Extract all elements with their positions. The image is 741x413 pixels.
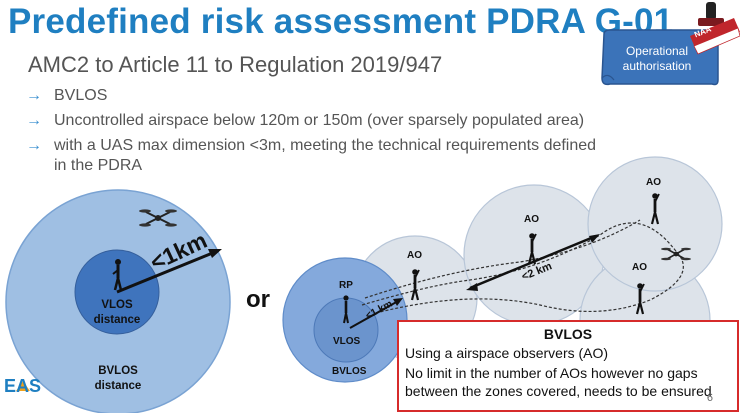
easa-logo-icon (16, 381, 30, 391)
info-box-line-observers: Using a airspace observers (AO) (405, 345, 609, 361)
rp-label: RP (339, 280, 353, 291)
stamp-icon (690, 2, 740, 55)
bvlos-distance-label: BVLOS distance (94, 365, 142, 392)
ao-zone-circle-3 (587, 156, 723, 292)
ao-label: AO (632, 262, 647, 273)
observer-icon-2 (527, 233, 537, 265)
arrow-icon: → (26, 112, 42, 129)
easa-logo-text: EAS (4, 376, 42, 396)
bullet-item-airspace: → Uncontrolled airspace below 120m or 15… (26, 111, 606, 131)
drone-icon (661, 247, 691, 261)
bvlos-info-box: BVLOS Using a airspace observers (AO) No… (397, 320, 739, 412)
bullet-text: Uncontrolled airspace below 120m or 150m… (54, 112, 585, 129)
info-box-title: BVLOS (543, 326, 593, 342)
rp-bvlos-label: BVLOS (332, 366, 367, 377)
certificate-scroll-icon (601, 29, 719, 86)
drone-icon (139, 209, 177, 227)
pilot-icon (112, 259, 123, 291)
remote-pilot-icon (343, 295, 349, 324)
arrow-icon: → (26, 137, 42, 154)
arrow-icon: → (26, 87, 42, 104)
or-separator: or (246, 286, 270, 313)
bullet-item-uas-dimension: → with a UAS max dimension <3m, meeting … (26, 136, 606, 176)
vlos-distance-label: VLOS distance (93, 299, 141, 326)
certificate-text: Operational authorisation (622, 44, 692, 73)
info-box-line-no-limit: No limit in the number of AOs however no… (405, 365, 712, 399)
bullet-item-bvlos: → BVLOS (26, 86, 606, 106)
observer-icon-4 (635, 283, 645, 315)
ao-label: AO (646, 177, 661, 188)
page-number: 6 (706, 392, 713, 404)
observer-icon-3 (650, 193, 660, 225)
bullet-text: BVLOS (54, 87, 108, 104)
bullet-text: with a UAS max dimension <3m, meeting th… (54, 137, 597, 174)
page-subtitle: AMC2 to Article 11 to Regulation 2019/94… (28, 52, 443, 77)
page-title: Predefined risk assessment PDRA G-01 (8, 2, 674, 41)
rp-vlos-label: VLOS (333, 336, 361, 347)
observer-icon-1 (410, 269, 420, 301)
ao-label: AO (407, 250, 422, 261)
bullet-list: → BVLOS → Uncontrolled airspace below 12… (26, 86, 606, 181)
ao-label: AO (524, 214, 539, 225)
